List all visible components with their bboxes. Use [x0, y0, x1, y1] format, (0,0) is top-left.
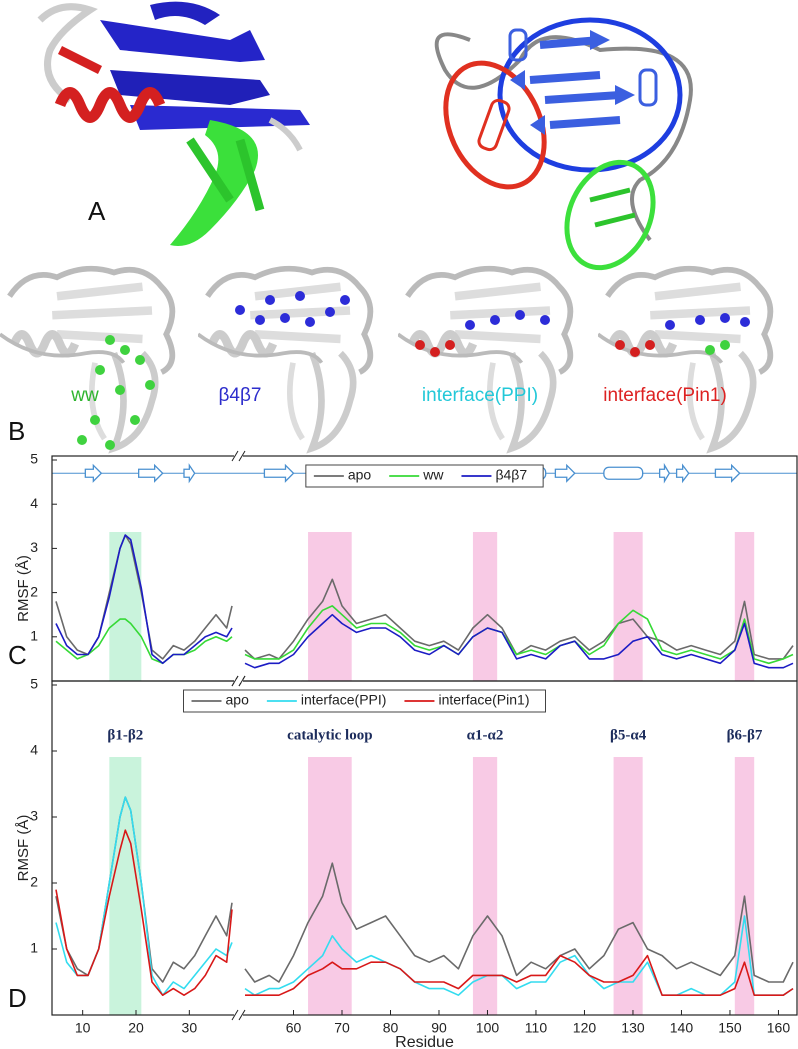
- series-line: [55, 829, 794, 996]
- series-line: [55, 796, 794, 983]
- legend: apo ww β4β7: [305, 464, 544, 488]
- y-tick-label: 2: [30, 583, 38, 599]
- axis-break-gap: [234, 679, 243, 683]
- panel-label: C: [8, 640, 27, 670]
- x-tick-label: 140: [670, 1020, 694, 1036]
- y-tick-label: 1: [30, 628, 38, 644]
- structure: [398, 269, 570, 449]
- axis-break-gap: [234, 1013, 243, 1017]
- highlight-region: [613, 757, 643, 1015]
- y-tick-label: 3: [30, 808, 38, 824]
- x-tick-label: 20: [128, 1020, 144, 1036]
- axis-break: [231, 675, 246, 687]
- x-tick-label: 70: [334, 1020, 350, 1036]
- strand: [183, 463, 196, 484]
- structure: [0, 269, 172, 449]
- legend-box: [305, 464, 544, 488]
- structure-label: interface(PPI): [422, 385, 538, 406]
- x-tick-label: 30: [182, 1020, 198, 1036]
- structure-cartoon: [37, 1, 310, 246]
- x-tick-label: 120: [573, 1020, 597, 1036]
- axis-break-gap: [234, 454, 243, 458]
- structure: [598, 269, 770, 449]
- axis-break: [231, 450, 246, 462]
- x-tick-label: 150: [718, 1020, 742, 1036]
- strand: [714, 463, 741, 483]
- legend: apo interface(PPI) interface(Pin1): [183, 689, 546, 713]
- region-label: α1-α2: [467, 727, 504, 743]
- highlight-region: [308, 757, 352, 1015]
- strand: [84, 463, 103, 483]
- structure-label: interface(Pin1): [603, 385, 727, 406]
- chart: β1-β2 catalytic loop α1-α2 β5-α4 β6-β7 1 2 3 4 5 R…: [15, 675, 798, 1049]
- x-tick-label: 110: [525, 1020, 548, 1036]
- y-tick-label: 1: [30, 940, 38, 956]
- strand: [658, 462, 671, 484]
- chart: 1 2 3 4 5 RMSF (Å) apo ww β4β7: [15, 450, 798, 687]
- x-tick-label: 130: [621, 1020, 645, 1036]
- region-label: catalytic loop: [287, 727, 372, 743]
- topology-schematic: [434, 17, 693, 271]
- strand: [554, 463, 576, 483]
- y-tick-label: 5: [30, 676, 38, 692]
- axis-break: [231, 1009, 246, 1021]
- panel-label: B: [8, 416, 25, 446]
- highlight-region: [109, 532, 142, 681]
- x-axis-label: Residue: [395, 1034, 454, 1049]
- y-axis-label: RMSF (Å): [15, 555, 32, 622]
- highlight-region: [472, 757, 498, 1015]
- highlight-region: [734, 532, 755, 681]
- x-tick-label: 10: [75, 1020, 91, 1036]
- series-line: [55, 534, 794, 660]
- x-tick-label: 60: [286, 1020, 302, 1036]
- series-line: [55, 534, 794, 669]
- y-tick-label: 5: [30, 451, 38, 467]
- legend-label: interface(Pin1): [438, 692, 529, 708]
- structure-row: [0, 269, 770, 450]
- highlight-region: [613, 532, 643, 681]
- legend-label: apo: [226, 692, 250, 708]
- helix: [603, 466, 644, 480]
- legend-box: [183, 689, 546, 713]
- region-label: β6-β7: [727, 727, 763, 743]
- highlight-region: [109, 757, 142, 1015]
- highlight-region: [472, 532, 498, 681]
- structure-label: ww: [70, 385, 99, 406]
- legend-label: β4β7: [495, 467, 527, 483]
- plot-frame: [51, 680, 798, 1016]
- x-tick-label: 90: [431, 1020, 447, 1036]
- strand: [138, 463, 164, 483]
- y-axis-label: RMSF (Å): [15, 815, 32, 882]
- region-label: β5-α4: [610, 727, 647, 743]
- x-tick-label: 160: [767, 1020, 791, 1036]
- x-tick-label: 100: [476, 1020, 500, 1036]
- y-tick-label: 2: [30, 874, 38, 890]
- panel-label: D: [8, 983, 27, 1013]
- y-tick-label: 4: [30, 742, 38, 758]
- region-label: β1-β2: [107, 727, 143, 743]
- legend-label: apo: [348, 467, 372, 483]
- x-tick-label: 80: [383, 1020, 399, 1036]
- legend-label: ww: [422, 467, 444, 483]
- strand: [675, 463, 690, 484]
- panel-label: A: [88, 196, 106, 226]
- structure-label: β4β7: [219, 385, 262, 406]
- strand: [263, 463, 295, 483]
- y-tick-label: 4: [30, 495, 38, 511]
- legend-label: interface(PPI): [301, 692, 387, 708]
- y-tick-label: 3: [30, 539, 38, 555]
